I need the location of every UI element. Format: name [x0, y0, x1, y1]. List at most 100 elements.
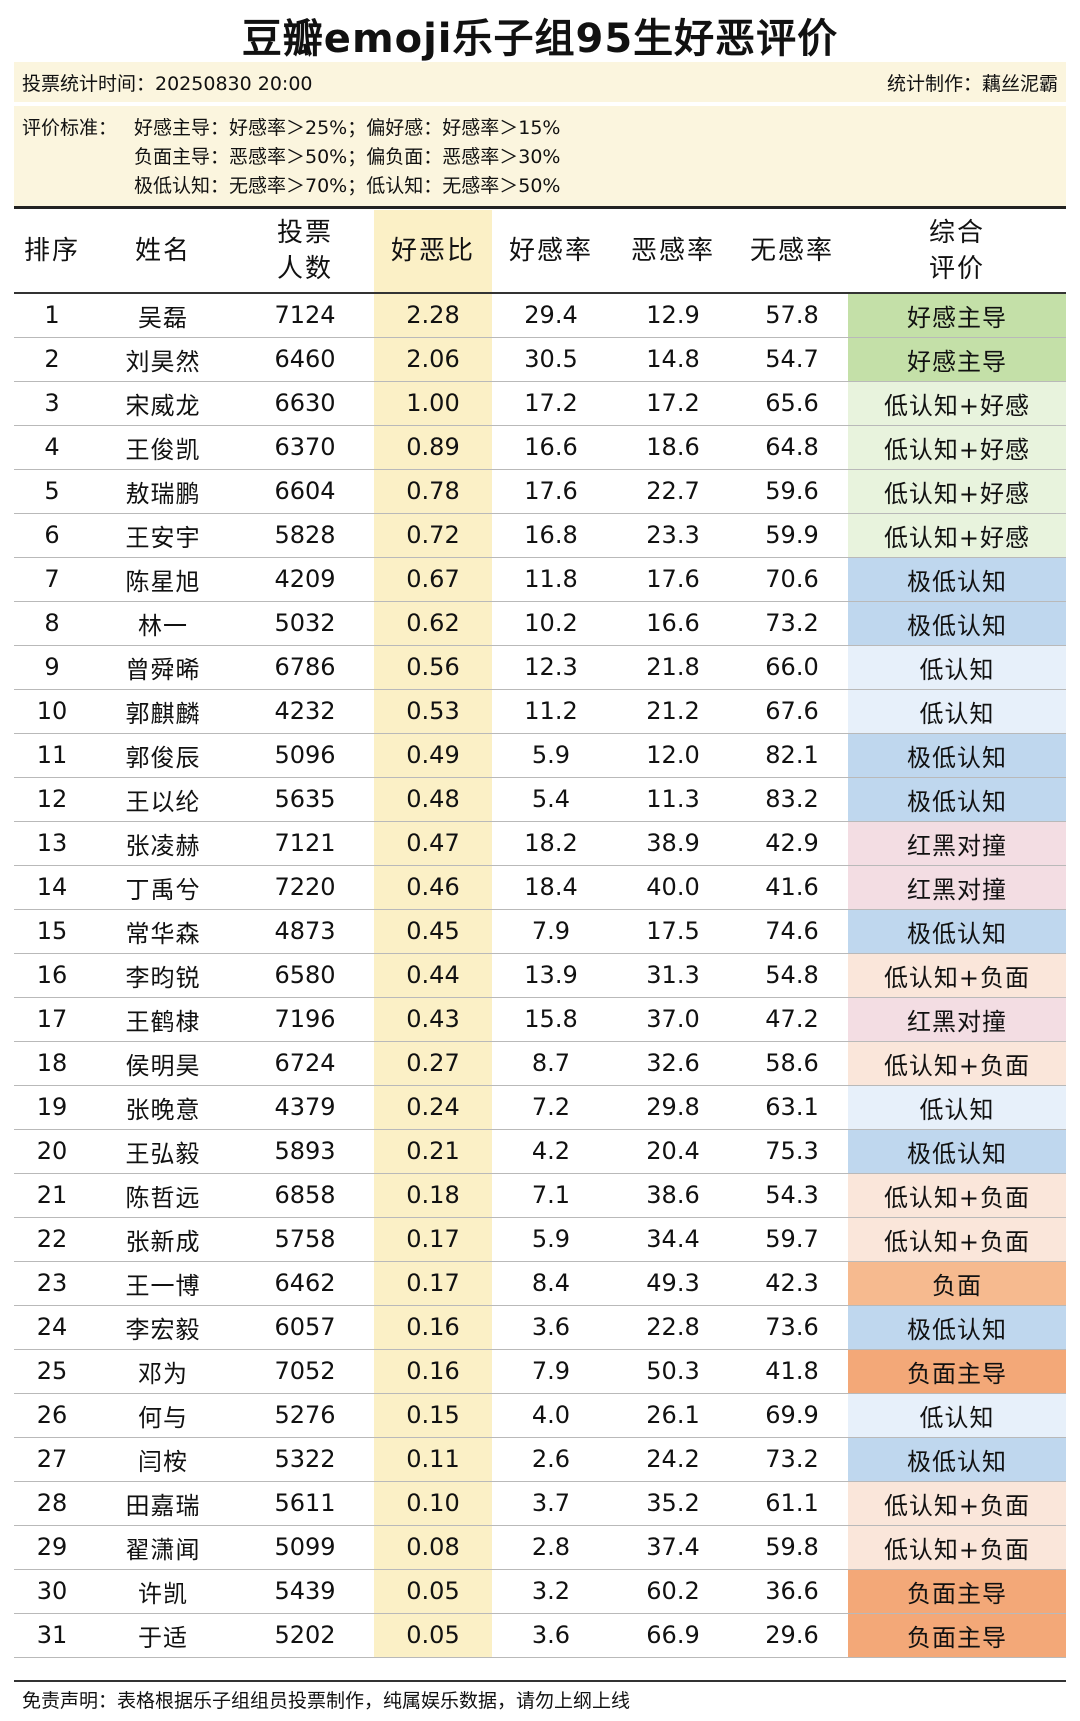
cell-neutral: 57.8 [736, 293, 848, 338]
cell-ratio: 1.00 [374, 381, 492, 426]
cell-name: 张凌赫 [90, 821, 236, 866]
cell-like: 11.8 [492, 557, 610, 602]
cell-ratio: 0.10 [374, 1481, 492, 1526]
header-divider [14, 206, 1066, 209]
cell-dislike: 29.8 [610, 1085, 736, 1130]
cell-name: 丁禹兮 [90, 865, 236, 910]
table-row: 14 丁禹兮 7220 0.46 18.4 40.0 41.6 红黑对撞 [14, 865, 1066, 910]
cell-like: 16.8 [492, 513, 610, 558]
cell-eval: 低认知+负面 [848, 1217, 1066, 1262]
cell-rank: 4 [14, 425, 90, 470]
table-row: 31 于适 5202 0.05 3.6 66.9 29.6 负面主导 [14, 1613, 1066, 1658]
cell-eval: 低认知+好感 [848, 425, 1066, 470]
cell-ratio: 0.89 [374, 425, 492, 470]
cell-votes: 7196 [236, 997, 374, 1042]
cell-eval: 好感主导 [848, 337, 1066, 382]
cell-votes: 4232 [236, 689, 374, 734]
cell-dislike: 17.5 [610, 909, 736, 954]
cell-votes: 5758 [236, 1217, 374, 1262]
cell-votes: 5202 [236, 1613, 374, 1658]
cell-eval: 负面 [848, 1261, 1066, 1306]
cell-ratio: 0.05 [374, 1569, 492, 1614]
cell-dislike: 50.3 [610, 1349, 736, 1394]
cell-dislike: 40.0 [610, 865, 736, 910]
cell-votes: 6630 [236, 381, 374, 426]
cell-neutral: 36.6 [736, 1569, 848, 1614]
cell-name: 吴磊 [90, 293, 236, 338]
table-row: 21 陈哲远 6858 0.18 7.1 38.6 54.3 低认知+负面 [14, 1173, 1066, 1218]
header-votes-line2: 人数 [276, 254, 333, 284]
cell-eval: 极低认知 [848, 733, 1066, 778]
cell-neutral: 41.6 [736, 865, 848, 910]
cell-name: 王俊凯 [90, 425, 236, 470]
header-votes: 投票 人数 [236, 210, 374, 294]
cell-votes: 5099 [236, 1525, 374, 1570]
cell-rank: 29 [14, 1525, 90, 1570]
cell-name: 王安宇 [90, 513, 236, 558]
cell-like: 16.6 [492, 425, 610, 470]
cell-rank: 3 [14, 381, 90, 426]
cell-name: 敖瑞鹏 [90, 469, 236, 514]
cell-neutral: 42.3 [736, 1261, 848, 1306]
table-body: 1 吴磊 7124 2.28 29.4 12.9 57.8 好感主导 2 刘昊然 6460 2.06 3… [14, 293, 1066, 1658]
cell-like: 7.9 [492, 1349, 610, 1394]
cell-neutral: 74.6 [736, 909, 848, 954]
cell-like: 12.3 [492, 645, 610, 690]
cell-ratio: 0.11 [374, 1437, 492, 1482]
cell-like: 3.7 [492, 1481, 610, 1526]
cell-neutral: 82.1 [736, 733, 848, 778]
header-rank: 排序 [14, 210, 90, 294]
cell-dislike: 21.2 [610, 689, 736, 734]
cell-dislike: 12.0 [610, 733, 736, 778]
cell-dislike: 22.7 [610, 469, 736, 514]
cell-name: 邓为 [90, 1349, 236, 1394]
cell-like: 7.2 [492, 1085, 610, 1130]
cell-name: 王弘毅 [90, 1129, 236, 1174]
cell-votes: 6580 [236, 953, 374, 998]
cell-eval: 好感主导 [848, 293, 1066, 338]
table-row: 5 敖瑞鹏 6604 0.78 17.6 22.7 59.6 低认知+好感 [14, 469, 1066, 514]
criteria-line: 负面主导：恶感率＞50%；偏负面：恶感率＞30% [22, 143, 1058, 172]
cell-dislike: 16.6 [610, 601, 736, 646]
cell-ratio: 0.62 [374, 601, 492, 646]
cell-neutral: 61.1 [736, 1481, 848, 1526]
cell-ratio: 0.45 [374, 909, 492, 954]
cell-ratio: 0.27 [374, 1041, 492, 1086]
cell-ratio: 0.17 [374, 1217, 492, 1262]
table-row: 7 陈星旭 4209 0.67 11.8 17.6 70.6 极低认知 [14, 557, 1066, 602]
cell-rank: 7 [14, 557, 90, 602]
cell-eval: 红黑对撞 [848, 865, 1066, 910]
table-row: 20 王弘毅 5893 0.21 4.2 20.4 75.3 极低认知 [14, 1129, 1066, 1174]
cell-like: 4.2 [492, 1129, 610, 1174]
criteria-text: 负面主导：恶感率＞50%；偏负面：恶感率＞30% [134, 146, 561, 168]
cell-eval: 低认知+负面 [848, 1481, 1066, 1526]
cell-ratio: 0.16 [374, 1349, 492, 1394]
cell-neutral: 64.8 [736, 425, 848, 470]
cell-eval: 极低认知 [848, 777, 1066, 822]
cell-like: 8.7 [492, 1041, 610, 1086]
cell-ratio: 0.17 [374, 1261, 492, 1306]
cell-rank: 22 [14, 1217, 90, 1262]
cell-rank: 14 [14, 865, 90, 910]
table-row: 29 翟潇闻 5099 0.08 2.8 37.4 59.8 低认知+负面 [14, 1525, 1066, 1570]
table-header-row: 排序 姓名 投票 人数 好恶比 好感率 恶感率 无感率 综合 评价 [14, 210, 1066, 294]
cell-eval: 红黑对撞 [848, 821, 1066, 866]
cell-eval: 低认知+负面 [848, 953, 1066, 998]
cell-dislike: 37.4 [610, 1525, 736, 1570]
cell-name: 王鹤棣 [90, 997, 236, 1042]
cell-like: 5.4 [492, 777, 610, 822]
cell-neutral: 75.3 [736, 1129, 848, 1174]
cell-rank: 19 [14, 1085, 90, 1130]
cell-like: 18.4 [492, 865, 610, 910]
cell-rank: 27 [14, 1437, 90, 1482]
cell-votes: 7052 [236, 1349, 374, 1394]
table-row: 28 田嘉瑞 5611 0.10 3.7 35.2 61.1 低认知+负面 [14, 1481, 1066, 1526]
cell-eval: 负面主导 [848, 1613, 1066, 1658]
cell-ratio: 0.47 [374, 821, 492, 866]
cell-ratio: 0.46 [374, 865, 492, 910]
cell-neutral: 66.0 [736, 645, 848, 690]
cell-votes: 4379 [236, 1085, 374, 1130]
cell-rank: 31 [14, 1613, 90, 1658]
cell-rank: 21 [14, 1173, 90, 1218]
cell-ratio: 0.56 [374, 645, 492, 690]
